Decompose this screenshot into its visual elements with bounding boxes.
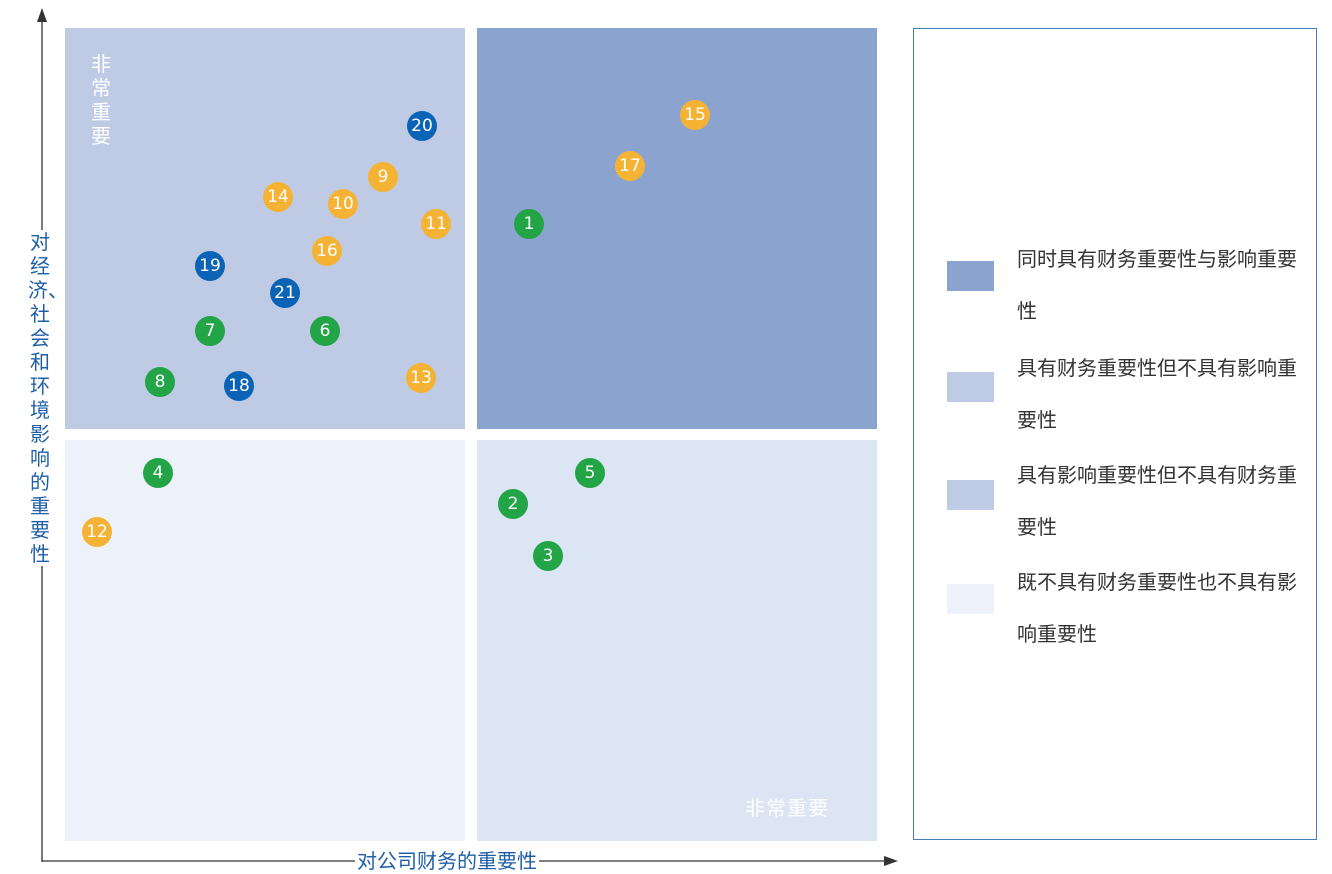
legend-label-financial-only: 具有财务重要性但不具有影响重要性 [1017, 356, 1297, 432]
topic-point-19: 19 [195, 251, 225, 281]
topic-point-16: 16 [312, 236, 342, 266]
topic-point-3: 3 [533, 541, 563, 571]
topic-point-6: 6 [310, 316, 340, 346]
legend-item-impact-only: 具有影响重要性但不具有财务重要性 [914, 449, 1318, 559]
topic-point-4: 4 [143, 458, 173, 488]
x-axis-arrow [884, 856, 898, 866]
very-important-horizontal-tag: 非常重要 [745, 796, 829, 820]
legend-swatch-both [947, 261, 994, 291]
legend: 同时具有财务重要性与影响重要性 具有财务重要性但不具有影响重要性 具有影响重要性… [913, 28, 1317, 840]
very-important-vertical-tag: 非常重要 [91, 52, 111, 148]
topic-point-18: 18 [224, 371, 254, 401]
y-axis-arrow [37, 8, 47, 22]
topic-point-14: 14 [263, 182, 293, 212]
topic-point-17: 17 [615, 151, 645, 181]
quadrant-impact-only [65, 28, 465, 429]
topic-point-9: 9 [368, 162, 398, 192]
legend-swatch-neither [947, 584, 994, 614]
topic-point-20: 20 [407, 111, 437, 141]
legend-item-both: 同时具有财务重要性与影响重要性 [914, 233, 1318, 343]
legend-label-both: 同时具有财务重要性与影响重要性 [1017, 247, 1297, 323]
legend-item-financial-only: 具有财务重要性但不具有影响重要性 [914, 342, 1318, 452]
topic-point-2: 2 [498, 489, 528, 519]
quadrant-both [477, 28, 877, 429]
topic-point-21: 21 [270, 278, 300, 308]
x-axis-title: 对公司财务的重要性 [355, 848, 539, 874]
topic-point-15: 15 [680, 100, 710, 130]
quadrant-neither [65, 440, 465, 841]
topic-point-13: 13 [406, 363, 436, 393]
topic-point-1: 1 [514, 209, 544, 239]
quadrant-financial-only [477, 440, 877, 841]
legend-item-neither: 既不具有财务重要性也不具有影响重要性 [914, 556, 1318, 666]
legend-swatch-financial-only [947, 372, 994, 402]
y-axis-title: 对经济、社会和环境影响的重要性 [28, 230, 68, 566]
topic-point-11: 11 [421, 209, 451, 239]
topic-point-8: 8 [145, 367, 175, 397]
topic-point-5: 5 [575, 458, 605, 488]
topic-point-10: 10 [328, 189, 358, 219]
topic-point-7: 7 [195, 316, 225, 346]
topic-point-12: 12 [82, 517, 112, 547]
legend-label-neither: 既不具有财务重要性也不具有影响重要性 [1017, 570, 1297, 646]
legend-swatch-impact-only [947, 480, 994, 510]
legend-label-impact-only: 具有影响重要性但不具有财务重要性 [1017, 463, 1297, 539]
